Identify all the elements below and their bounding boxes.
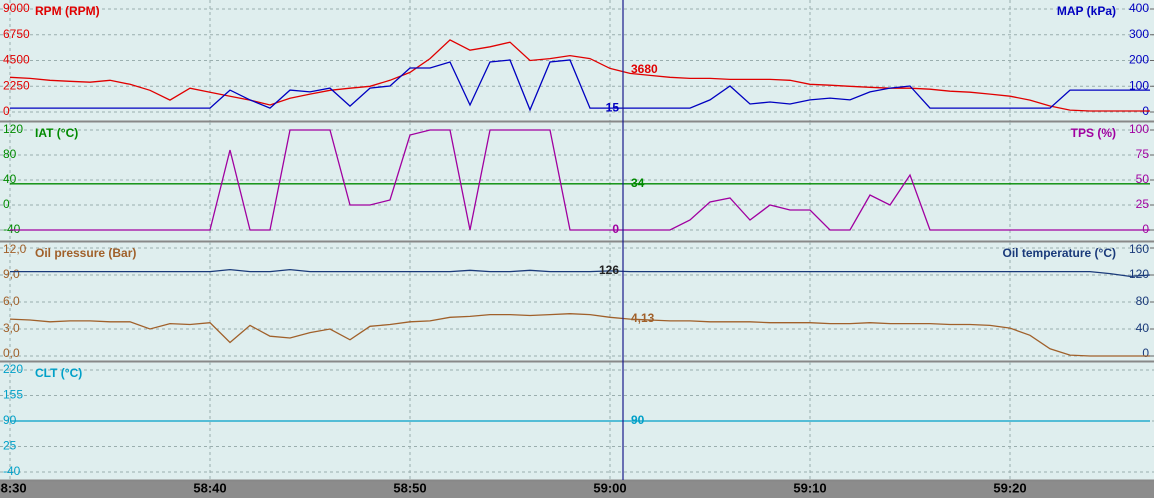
y2-tick-label: 100 xyxy=(1129,78,1149,92)
y-tick-label: 90 xyxy=(3,413,17,427)
series-line xyxy=(9,313,1150,357)
series-name: TPS (%) xyxy=(1071,126,1116,140)
series-line xyxy=(10,129,1150,231)
x-tick-label: 58:40 xyxy=(193,480,226,495)
cursor-value: 15 xyxy=(606,100,620,114)
y2-tick-label: 80 xyxy=(1136,294,1150,308)
y-tick-label: 0 xyxy=(3,104,10,118)
y-tick-label: 0 xyxy=(3,197,10,211)
x-tick-label: 59:10 xyxy=(793,480,826,495)
plot-area xyxy=(9,268,1151,357)
y-tick-label: 3,0 xyxy=(3,321,20,335)
plot-area xyxy=(9,39,1150,112)
y-tick-label: 9000 xyxy=(3,1,30,15)
y-tick-label: 120 xyxy=(3,122,23,136)
y2-tick-label: 50 xyxy=(1136,172,1150,186)
y-tick-label: 9,0 xyxy=(3,267,20,281)
x-tick-label: 59:00 xyxy=(593,480,626,495)
cursor-value: 3680 xyxy=(631,62,658,76)
y-tick-label: 0,0 xyxy=(3,346,20,360)
y-tick-label: 6,0 xyxy=(3,294,20,308)
series-name: MAP (kPa) xyxy=(1057,4,1116,18)
y-tick-label: -40 xyxy=(3,222,21,236)
series-line xyxy=(9,39,1150,112)
y2-tick-label: 40 xyxy=(1136,321,1150,335)
series-name: Oil pressure (Bar) xyxy=(35,246,136,260)
series-line xyxy=(10,59,1150,112)
series-name: Oil temperature (°C) xyxy=(1003,246,1116,260)
cursor-value: 126 xyxy=(599,263,619,277)
time-axis-bar xyxy=(0,480,1154,498)
y-tick-label: 40 xyxy=(3,172,17,186)
y2-tick-label: 25 xyxy=(1136,197,1150,211)
y-tick-label: 80 xyxy=(3,147,17,161)
y-tick-label: 12,0 xyxy=(3,242,27,256)
y2-tick-label: 120 xyxy=(1129,267,1149,281)
y-tick-label: 4500 xyxy=(3,53,30,67)
y2-tick-label: 200 xyxy=(1129,53,1149,67)
y-tick-label: 6750 xyxy=(3,27,30,41)
plot-area xyxy=(10,129,1150,231)
y-tick-label: 155 xyxy=(3,388,23,402)
y2-tick-label: 0 xyxy=(1142,346,1149,360)
y2-tick-label: 300 xyxy=(1129,27,1149,41)
y-tick-label: 220 xyxy=(3,362,23,376)
series-name: CLT (°C) xyxy=(35,366,82,380)
y-tick-label: -40 xyxy=(3,464,21,478)
cursor-value: 34 xyxy=(631,176,645,190)
cursor-value: 90 xyxy=(631,413,645,427)
y-tick-label: 2250 xyxy=(3,78,30,92)
x-tick-label: 58:30 xyxy=(0,480,27,495)
series-name: IAT (°C) xyxy=(35,126,78,140)
y2-tick-label: 160 xyxy=(1129,242,1149,256)
x-tick-label: 59:20 xyxy=(993,480,1026,495)
y2-tick-label: 75 xyxy=(1136,147,1150,161)
series-name: RPM (RPM) xyxy=(35,4,100,18)
cursor-value: 0 xyxy=(612,222,619,236)
y2-tick-label: 100 xyxy=(1129,122,1149,136)
x-tick-label: 58:50 xyxy=(393,480,426,495)
y-tick-label: 25 xyxy=(3,439,17,453)
series-line xyxy=(10,268,1151,278)
y2-tick-label: 400 xyxy=(1129,1,1149,15)
cursor-value: 4,13 xyxy=(631,311,655,325)
y2-tick-label: 0 xyxy=(1142,222,1149,236)
